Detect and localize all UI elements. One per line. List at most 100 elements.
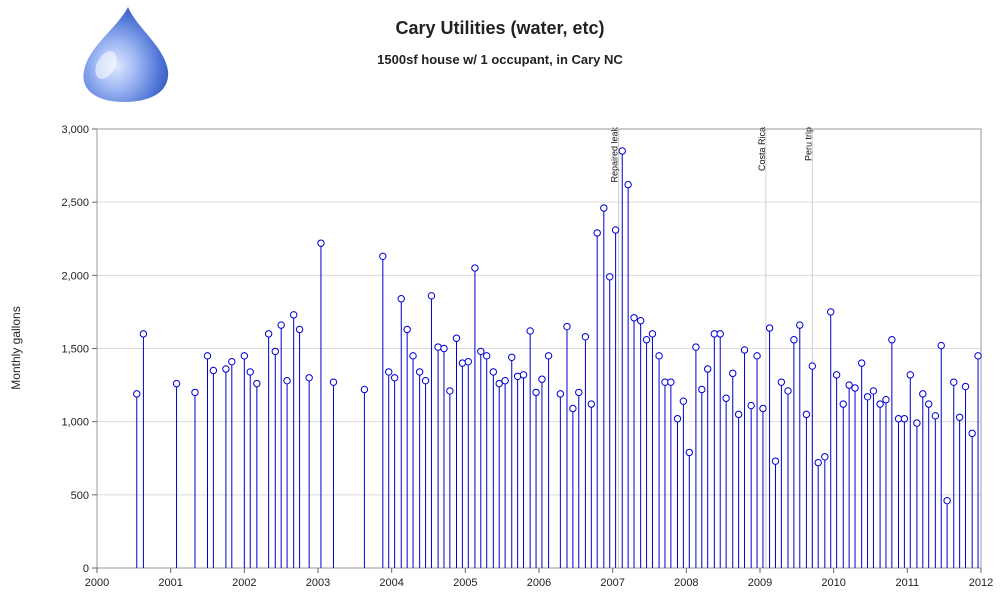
- data-point: [655, 352, 663, 360]
- data-point: [277, 321, 285, 329]
- data-point: [317, 239, 325, 247]
- data-point: [427, 292, 436, 300]
- y-tick-label: 3,000: [61, 124, 89, 136]
- data-point: [937, 341, 945, 350]
- data-point: [734, 410, 743, 419]
- data-point: [624, 180, 632, 189]
- x-tick-label: 2010: [821, 577, 845, 589]
- x-tick-label: 2000: [85, 577, 109, 589]
- data-point: [452, 334, 461, 342]
- data-point: [587, 400, 596, 408]
- data-point: [839, 400, 847, 408]
- data-point: [618, 147, 626, 155]
- data-point: [329, 378, 338, 386]
- y-tick-label: 1,000: [61, 417, 89, 429]
- data-point: [501, 376, 509, 385]
- data-point: [857, 359, 866, 367]
- data-point: [434, 343, 442, 351]
- data-point: [919, 390, 927, 398]
- data-point: [882, 396, 890, 404]
- data-point: [360, 385, 369, 394]
- data-point: [508, 353, 516, 361]
- data-point: [526, 327, 534, 335]
- data-point: [385, 368, 393, 376]
- data-point: [471, 264, 479, 272]
- x-tick-label: 2001: [158, 577, 182, 589]
- data-point: [630, 314, 638, 322]
- data-point: [556, 390, 565, 398]
- data-point: [821, 453, 829, 461]
- data-point: [771, 457, 780, 465]
- data-point: [415, 368, 424, 376]
- annotation-label: Repaired leak: [610, 127, 620, 183]
- x-tick-label: 2011: [896, 577, 920, 589]
- data-point: [464, 357, 472, 366]
- data-point: [271, 347, 279, 356]
- data-point: [295, 325, 304, 334]
- data-point: [716, 330, 724, 338]
- data-point: [790, 336, 798, 344]
- data-point: [611, 226, 620, 234]
- data-point: [642, 336, 651, 344]
- data-point: [974, 352, 982, 360]
- data-point: [950, 378, 958, 386]
- data-point: [740, 346, 749, 354]
- data-point: [575, 388, 583, 397]
- data-point: [538, 375, 546, 383]
- data-point: [606, 273, 614, 281]
- annotation-lines: Repaired leak Costa Rica Peru trip: [610, 127, 813, 568]
- data-point: [477, 347, 485, 356]
- data-point: [802, 410, 811, 419]
- data-point: [409, 352, 417, 360]
- data-point: [253, 379, 261, 388]
- data-point: [489, 368, 498, 376]
- x-tick-label: 2004: [379, 577, 403, 589]
- data-point: [722, 394, 730, 402]
- data-point: [191, 388, 199, 397]
- x-tick-label: 2003: [306, 577, 330, 589]
- data-point: [796, 321, 804, 329]
- data-point: [784, 387, 792, 395]
- annotation-label: Peru trip: [803, 127, 813, 161]
- data-point: [544, 352, 553, 360]
- data-point: [869, 387, 878, 395]
- data-point: [685, 448, 693, 457]
- data-point: [421, 376, 430, 385]
- data-point: [495, 379, 503, 388]
- data-point: [532, 388, 540, 397]
- data-point: [673, 415, 682, 423]
- data-point: [955, 413, 964, 421]
- data-point: [379, 252, 387, 261]
- data-point: [808, 362, 817, 370]
- data-point: [569, 404, 577, 413]
- data-point: [246, 368, 254, 376]
- data-point: [906, 371, 914, 379]
- y-axis: 0 500 1,000 1,500 2,000 2,500 3,000: [61, 124, 97, 575]
- data-point: [264, 330, 273, 338]
- data-point: [240, 352, 249, 360]
- annotation-label: Costa Rica: [757, 127, 767, 171]
- data-point: [390, 374, 399, 382]
- data-point: [209, 366, 218, 375]
- data-point: [648, 330, 657, 338]
- x-tick-label: 2008: [674, 577, 698, 589]
- data-point: [888, 336, 896, 344]
- data-point: [851, 384, 859, 392]
- data-point: [747, 401, 755, 410]
- data-point: [513, 372, 522, 381]
- data-point: [581, 333, 590, 341]
- water-drop-logo: [80, 5, 172, 103]
- data-point: [228, 357, 236, 366]
- data-point: [222, 365, 230, 373]
- data-point: [563, 322, 571, 331]
- data-point: [968, 429, 976, 438]
- data-point: [305, 374, 313, 382]
- data-point: [961, 382, 970, 391]
- data-point: [765, 324, 774, 332]
- data-point: [679, 397, 688, 405]
- data-point: [139, 330, 148, 338]
- data-point: [900, 415, 909, 423]
- data-point: [636, 316, 645, 325]
- data-point: [814, 458, 822, 467]
